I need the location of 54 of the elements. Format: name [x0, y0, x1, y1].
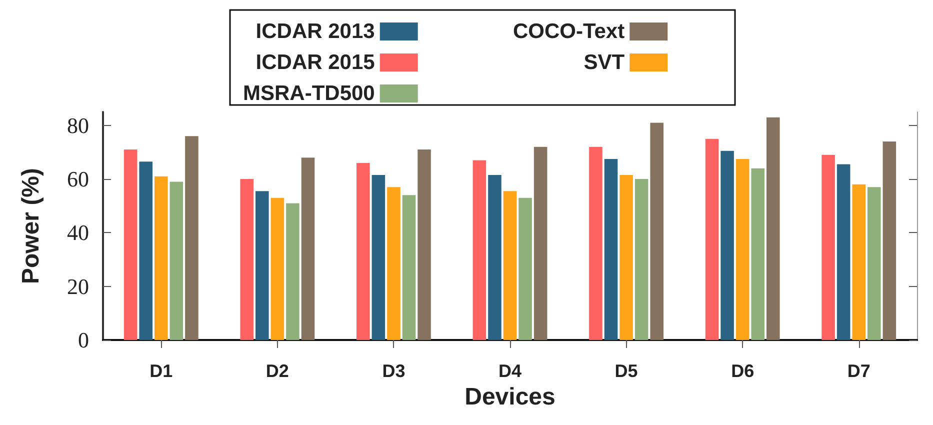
legend-label: ICDAR 2015 — [256, 51, 376, 74]
bar — [751, 168, 764, 340]
x-tick-label: D5 — [614, 361, 638, 381]
legend-label: SVT — [584, 51, 625, 74]
x-tick-label: D1 — [150, 361, 173, 381]
bar — [766, 117, 780, 340]
bar — [356, 162, 370, 340]
bar — [836, 164, 850, 340]
x-tick-label: D4 — [498, 361, 522, 381]
y-tick-label: 40 — [67, 220, 89, 246]
y-tick-label: 20 — [67, 274, 89, 299]
bar — [720, 150, 734, 340]
bar — [418, 150, 431, 340]
bar — [124, 150, 138, 340]
bar — [256, 191, 269, 340]
x-axis-title: Devices — [464, 384, 556, 410]
y-tick-label: 60 — [67, 166, 89, 192]
bar — [867, 187, 881, 340]
bar — [518, 198, 532, 340]
bar — [503, 191, 517, 340]
legend-label: COCO-Text — [512, 20, 625, 43]
legend-label: MSRA-TD500 — [242, 82, 375, 105]
bar — [634, 179, 648, 340]
bar — [372, 175, 386, 340]
x-tick-label: D6 — [731, 361, 754, 381]
bar — [270, 198, 284, 340]
bar — [620, 175, 633, 340]
x-tick-label: D3 — [382, 361, 406, 381]
bar — [488, 175, 502, 340]
bar — [822, 154, 835, 340]
bar — [286, 203, 300, 340]
bar — [472, 160, 486, 340]
bar — [154, 176, 168, 340]
bar — [139, 162, 153, 340]
bar — [534, 146, 548, 340]
bar — [185, 136, 198, 340]
y-tick-label: 80 — [67, 112, 89, 138]
y-tick-label: 0 — [78, 328, 89, 352]
bar — [301, 158, 315, 340]
bar — [736, 158, 750, 340]
bar — [240, 179, 254, 340]
legend-label: ICDAR 2013 — [256, 20, 375, 43]
x-tick-label: D7 — [847, 361, 870, 381]
bar — [402, 195, 416, 340]
bar — [705, 138, 719, 340]
bar — [387, 187, 400, 340]
bar — [852, 184, 866, 340]
bar — [604, 158, 618, 340]
bar — [882, 142, 896, 340]
bar — [170, 182, 184, 340]
bar — [589, 146, 602, 340]
bar — [650, 122, 664, 340]
x-tick-label: D2 — [266, 361, 289, 381]
y-axis-title: Power (%) — [18, 168, 44, 284]
